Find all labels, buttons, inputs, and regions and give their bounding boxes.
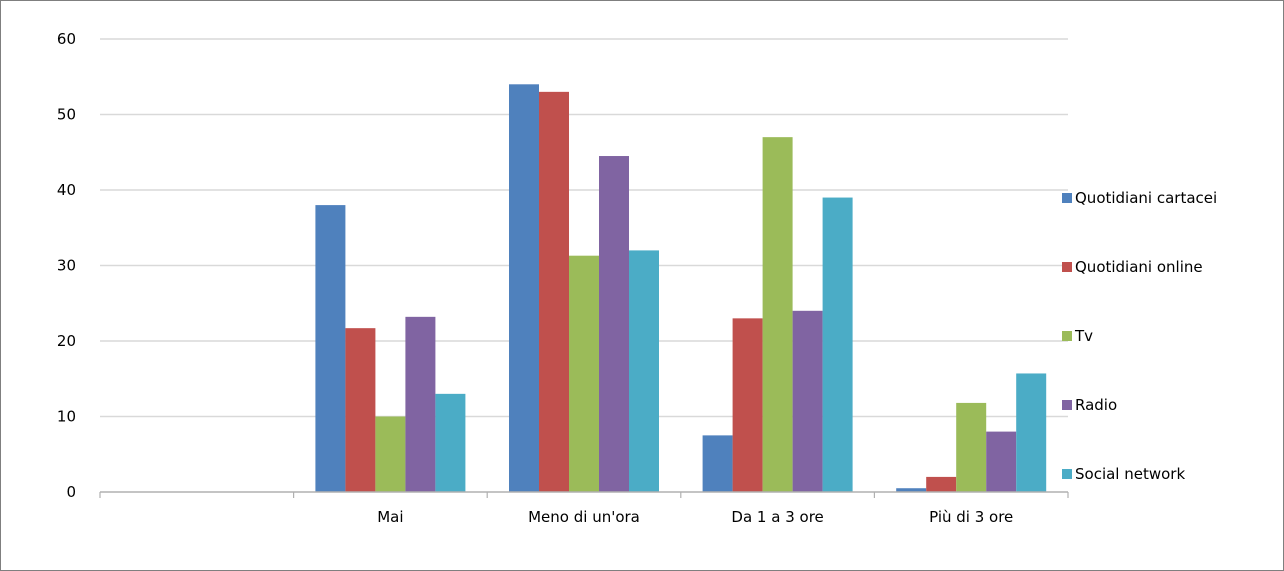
x-category-label: Meno di un'ora — [528, 508, 640, 526]
legend-swatch — [1062, 469, 1072, 479]
bar-tv — [956, 402, 987, 492]
bar-radio — [405, 316, 436, 492]
bar-tv — [569, 255, 599, 492]
bar-tv — [375, 416, 406, 492]
legend-label: Social network — [1075, 465, 1185, 483]
legend-label: Quotidiani online — [1075, 258, 1203, 276]
y-tick-label: 30 — [57, 257, 76, 275]
bar-radio — [792, 310, 823, 492]
x-category-label: Più di 3 ore — [929, 508, 1013, 526]
y-axis-tick-labels: 0 10 20 30 40 50 60 — [57, 30, 76, 501]
bar-quotidiani-cartacei — [896, 488, 927, 492]
x-category-label: Mai — [377, 508, 403, 526]
legend-swatch — [1062, 331, 1072, 341]
bar-radio — [986, 431, 1017, 492]
legend-swatch — [1062, 262, 1072, 272]
gridlines — [100, 38, 1068, 418]
bars — [315, 84, 1047, 493]
bar-quotidiani-online — [345, 328, 376, 492]
bar-social-network — [629, 250, 659, 492]
bar-social-network — [1016, 373, 1047, 492]
legend-label: Tv — [1074, 327, 1093, 345]
bar-quotidiani-cartacei — [315, 205, 346, 492]
y-tick-label: 50 — [57, 106, 76, 124]
legend-swatch — [1062, 400, 1072, 410]
x-category-label: Da 1 a 3 ore — [731, 508, 823, 526]
bar-social-network — [435, 393, 466, 492]
x-axis — [99, 491, 1069, 498]
bar-tv — [762, 137, 793, 492]
bar-quotidiani-cartacei — [509, 84, 539, 493]
legend-swatch — [1062, 193, 1072, 203]
legend: Quotidiani cartacei Quotidiani online Tv Ra… — [1062, 189, 1217, 483]
y-tick-label: 10 — [57, 408, 76, 426]
bar-quotidiani-online — [732, 318, 763, 492]
bar-social-network — [822, 197, 853, 493]
legend-label: Quotidiani cartacei — [1075, 189, 1217, 207]
bar-quotidiani-online — [539, 91, 569, 492]
y-tick-label: 40 — [57, 181, 76, 199]
bar-radio — [599, 156, 629, 492]
bar-quotidiani-cartacei — [702, 435, 733, 492]
x-axis-category-labels: Mai Meno di un'ora Da 1 a 3 ore Più di 3 or… — [377, 508, 1013, 526]
y-tick-label: 0 — [66, 483, 76, 501]
y-tick-label: 20 — [57, 332, 76, 350]
bar-quotidiani-online — [926, 476, 957, 492]
y-tick-label: 60 — [57, 30, 76, 48]
legend-label: Radio — [1075, 396, 1117, 414]
